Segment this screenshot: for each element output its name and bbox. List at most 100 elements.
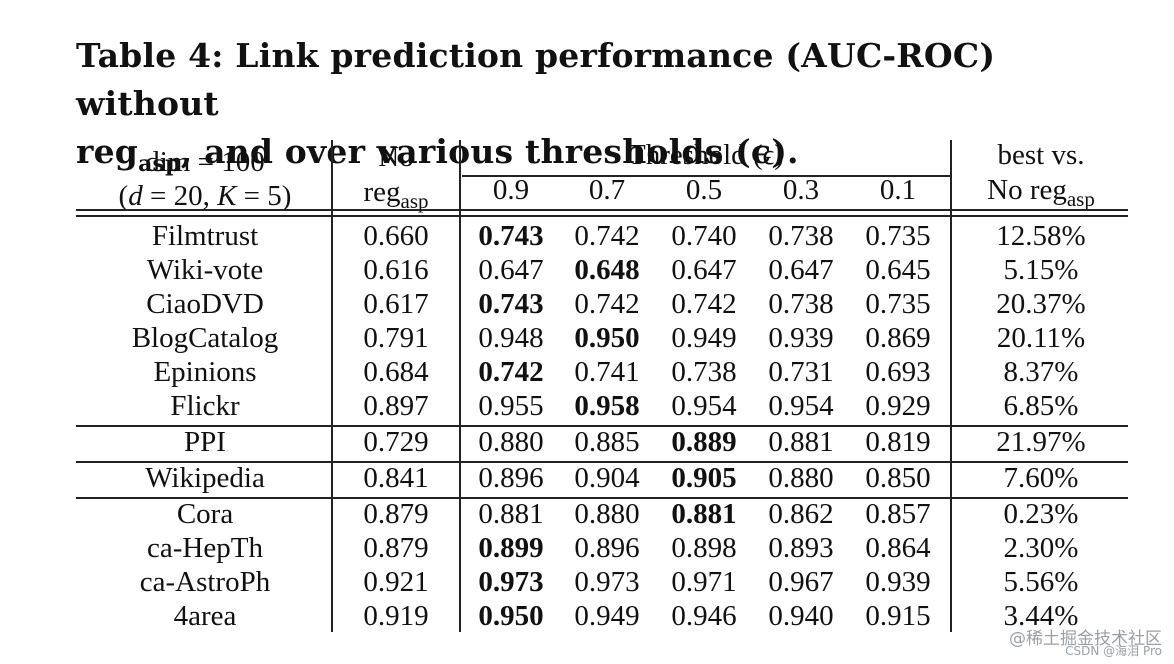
threshold-value: 0.929 — [865, 390, 931, 422]
noreg-value: 0.921 — [363, 566, 429, 598]
header-rule-bottom — [76, 215, 1128, 217]
column-rule-1 — [331, 140, 333, 632]
dataset-name: Wiki-vote — [146, 254, 264, 286]
threshold-value: 0.742 — [478, 356, 544, 388]
improvement-value: 5.15% — [1003, 254, 1079, 286]
threshold-value: 0.946 — [671, 600, 737, 632]
noreg-value: 0.879 — [363, 498, 429, 530]
threshold-value: 0.742 — [671, 288, 737, 320]
threshold-value: 0.647 — [768, 254, 834, 286]
header-dim-line1: dim = 100 — [145, 146, 265, 178]
threshold-value: 0.967 — [768, 566, 834, 598]
threshold-value: 0.880 — [768, 462, 834, 494]
header-best-line1: best vs. — [997, 139, 1085, 171]
improvement-value: 7.60% — [1003, 462, 1079, 494]
caption-reg: reg — [76, 132, 139, 171]
threshold-value: 0.881 — [671, 498, 737, 530]
header-threshold-3: 0.3 — [782, 174, 820, 206]
dataset-name: Epinions — [153, 356, 257, 388]
threshold-value: 0.735 — [865, 288, 931, 320]
improvement-value: 20.11% — [996, 322, 1086, 354]
threshold-value: 0.899 — [478, 532, 544, 564]
threshold-value: 0.973 — [478, 566, 544, 598]
dataset-name: ca-HepTh — [147, 532, 263, 564]
watermark-line2: CSDN @海泪 Pro — [1065, 644, 1162, 658]
header-noreg-line2: regasp — [363, 176, 429, 213]
threshold-value: 0.857 — [865, 498, 931, 530]
threshold-value: 0.880 — [478, 426, 544, 458]
threshold-value: 0.939 — [768, 322, 834, 354]
noreg-value: 0.617 — [363, 288, 429, 320]
threshold-value: 0.954 — [768, 390, 834, 422]
header-threshold-4: 0.1 — [879, 174, 917, 206]
threshold-value: 0.648 — [574, 254, 640, 286]
noreg-value: 0.791 — [363, 322, 429, 354]
threshold-value: 0.940 — [768, 600, 834, 632]
threshold-value: 0.742 — [574, 220, 640, 252]
threshold-value: 0.915 — [865, 600, 931, 632]
header-threshold-2: 0.5 — [685, 174, 723, 206]
caption-suffix: , and over various thresholds (ϵ). — [180, 132, 799, 171]
threshold-value: 0.869 — [865, 322, 931, 354]
threshold-value: 0.885 — [574, 426, 640, 458]
caption-reg-subscript: asp — [138, 151, 181, 177]
improvement-value: 6.85% — [1003, 390, 1079, 422]
group-rule-3 — [76, 497, 1128, 499]
caption-prefix: Table 4: Link prediction performance (AU… — [76, 36, 996, 123]
threshold-value: 0.819 — [865, 426, 931, 458]
threshold-value: 0.862 — [768, 498, 834, 530]
threshold-value: 0.735 — [865, 220, 931, 252]
header-threshold-1: 0.7 — [588, 174, 626, 206]
threshold-value: 0.743 — [478, 288, 544, 320]
dataset-name: CiaoDVD — [146, 288, 264, 320]
threshold-value: 0.939 — [865, 566, 931, 598]
improvement-value: 5.56% — [1003, 566, 1079, 598]
threshold-value: 0.647 — [671, 254, 737, 286]
threshold-value: 0.973 — [574, 566, 640, 598]
threshold-value: 0.645 — [865, 254, 931, 286]
threshold-value: 0.948 — [478, 322, 544, 354]
threshold-value: 0.738 — [768, 220, 834, 252]
group-rule-1 — [76, 425, 1128, 427]
threshold-value: 0.950 — [478, 600, 544, 632]
threshold-value: 0.740 — [671, 220, 737, 252]
improvement-value: 3.44% — [1003, 600, 1079, 632]
threshold-value: 0.949 — [671, 322, 737, 354]
threshold-value: 0.742 — [574, 288, 640, 320]
threshold-value: 0.731 — [768, 356, 834, 388]
threshold-value: 0.958 — [574, 390, 640, 422]
dataset-name: Flickr — [170, 390, 240, 422]
threshold-value: 0.954 — [671, 390, 737, 422]
header-threshold-0: 0.9 — [492, 174, 530, 206]
threshold-value: 0.741 — [574, 356, 640, 388]
header-noreg-line1: No — [378, 141, 414, 173]
threshold-value: 0.896 — [478, 462, 544, 494]
threshold-value: 0.850 — [865, 462, 931, 494]
noreg-value: 0.684 — [363, 356, 429, 388]
threshold-value: 0.971 — [671, 566, 737, 598]
improvement-value: 8.37% — [1003, 356, 1079, 388]
threshold-value: 0.904 — [574, 462, 640, 494]
threshold-value: 0.647 — [478, 254, 544, 286]
dataset-name: Wikipedia — [145, 462, 265, 494]
noreg-value: 0.919 — [363, 600, 429, 632]
improvement-value: 21.97% — [996, 426, 1086, 458]
threshold-value: 0.905 — [671, 462, 737, 494]
threshold-value: 0.738 — [768, 288, 834, 320]
threshold-value: 0.693 — [865, 356, 931, 388]
noreg-value: 0.879 — [363, 532, 429, 564]
group-rule-2 — [76, 461, 1128, 463]
threshold-value: 0.743 — [478, 220, 544, 252]
watermark-line1: @稀土掘金技术社区 — [1009, 629, 1162, 649]
threshold-value: 0.881 — [768, 426, 834, 458]
noreg-value: 0.897 — [363, 390, 429, 422]
noreg-value: 0.841 — [363, 462, 429, 494]
dataset-name: Filmtrust — [151, 220, 259, 252]
improvement-value: 0.23% — [1003, 498, 1079, 530]
header-best-line2: No regasp — [987, 174, 1095, 211]
table-caption: Table 4: Link prediction performance (AU… — [76, 32, 1136, 176]
threshold-value: 0.881 — [478, 498, 544, 530]
dataset-name: Cora — [176, 498, 234, 530]
noreg-value: 0.616 — [363, 254, 429, 286]
header-rule-top — [76, 209, 1128, 211]
